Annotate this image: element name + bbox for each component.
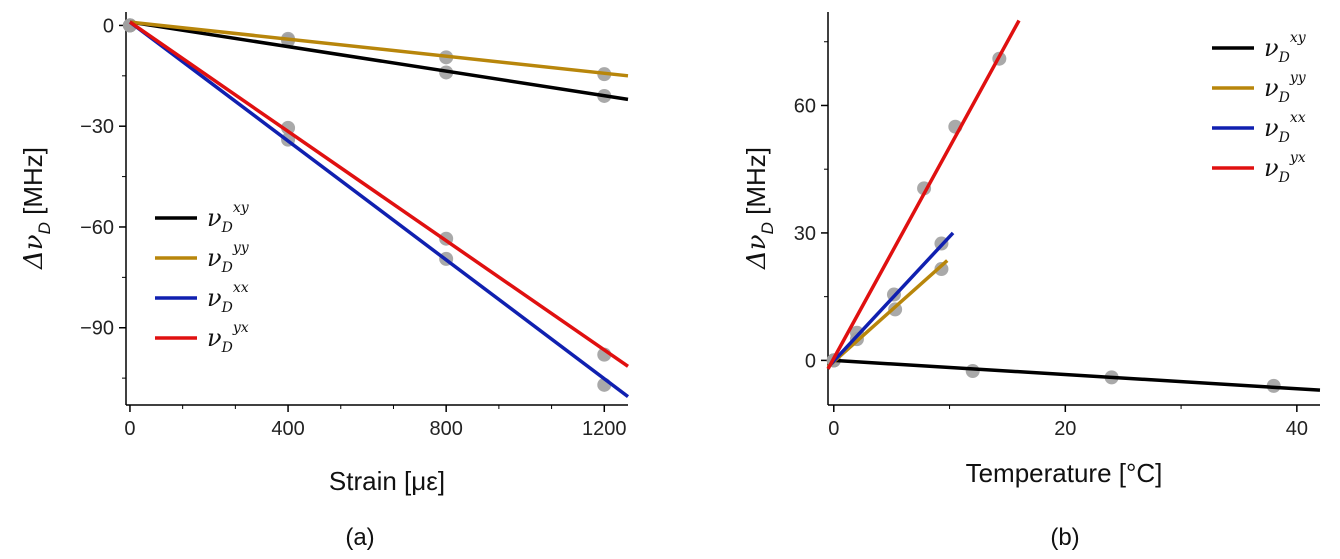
legend-superscript: yy [1289, 70, 1307, 86]
legend-label-yx: νDyx [1264, 150, 1306, 186]
x-tick-label: 20 [1054, 418, 1076, 440]
x-tick-label: 1200 [582, 418, 627, 440]
data-point [281, 120, 296, 135]
legend-subscript: D [221, 220, 233, 236]
y-axis-unit: [MHz] [18, 147, 48, 222]
panel-caption: (a) [345, 524, 374, 551]
legend-symbol: ν [1264, 34, 1279, 62]
x-axis-title: Temperature [°C] [966, 458, 1163, 488]
legend-symbol: ν [207, 244, 222, 272]
fit-line-yx [826, 19, 1021, 370]
data-point [965, 364, 980, 379]
y-axis-symbol: Δν [19, 234, 49, 270]
legend-label-yx: νDyx [207, 320, 249, 356]
panel-caption: (b) [1050, 524, 1079, 551]
y-tick-label: 30 [794, 223, 816, 245]
y-tick-label: 60 [794, 95, 816, 117]
y-tick-label: −60 [80, 217, 114, 239]
legend-symbol: ν [207, 324, 222, 352]
y-axis-unit: [MHz] [741, 147, 771, 222]
legend-superscript: xy [1290, 30, 1307, 46]
legend-subscript: D [1278, 50, 1290, 66]
fit-line-xx [128, 20, 630, 399]
fit-line-xy [833, 358, 1321, 392]
legend-label-xy: νDxy [207, 200, 250, 236]
legend-superscript: xx [233, 280, 249, 296]
y-axis-symbol: Δν [742, 234, 772, 270]
x-axis-title: Strain [με] [329, 466, 445, 496]
legend-subscript: D [221, 260, 233, 276]
legend-symbol: ν [1264, 154, 1279, 182]
x-tick-label: 40 [1286, 418, 1308, 440]
legend-subscript: D [221, 300, 233, 316]
legend-subscript: D [1278, 130, 1290, 146]
legend-symbol: ν [207, 204, 222, 232]
fit-line-yy [129, 20, 629, 78]
fit-line-yx [128, 20, 629, 368]
fit-line-xy [129, 20, 629, 102]
legend-subscript: D [1278, 170, 1290, 186]
y-tick-label: 0 [805, 350, 816, 372]
fit-line-yy [826, 259, 949, 369]
legend-label-yy: νDyy [1264, 70, 1307, 106]
x-tick-label: 0 [124, 418, 135, 440]
legend-label-xy: νDxy [1264, 30, 1307, 66]
y-tick-label: 0 [103, 15, 114, 37]
legend-label-yy: νDyy [207, 240, 250, 276]
legend-label-xx: νDxx [207, 280, 249, 316]
x-tick-label: 0 [828, 418, 839, 440]
legend-symbol: ν [207, 284, 222, 312]
legend-superscript: yx [1289, 150, 1306, 166]
x-tick-label: 800 [429, 418, 462, 440]
x-tick-label: 400 [271, 418, 304, 440]
legend-superscript: xx [1290, 110, 1306, 126]
legend-symbol: ν [1264, 74, 1279, 102]
legend-superscript: yy [232, 240, 250, 256]
legend-superscript: yx [232, 320, 249, 336]
data-point [934, 262, 949, 277]
legend-superscript: xy [233, 200, 250, 216]
y-axis-title: ΔνD [MHz] [18, 147, 54, 270]
y-tick-label: −90 [80, 318, 114, 340]
y-axis-subscript: D [35, 222, 54, 234]
y-axis-subscript: D [758, 222, 777, 234]
y-axis-title: ΔνD [MHz] [741, 147, 777, 270]
legend-subscript: D [221, 340, 233, 356]
y-tick-label: −30 [80, 116, 114, 138]
fit-line-xx [829, 231, 955, 366]
legend-symbol: ν [1264, 114, 1279, 142]
legend-label-xx: νDxx [1264, 110, 1306, 146]
legend-subscript: D [1278, 90, 1290, 106]
